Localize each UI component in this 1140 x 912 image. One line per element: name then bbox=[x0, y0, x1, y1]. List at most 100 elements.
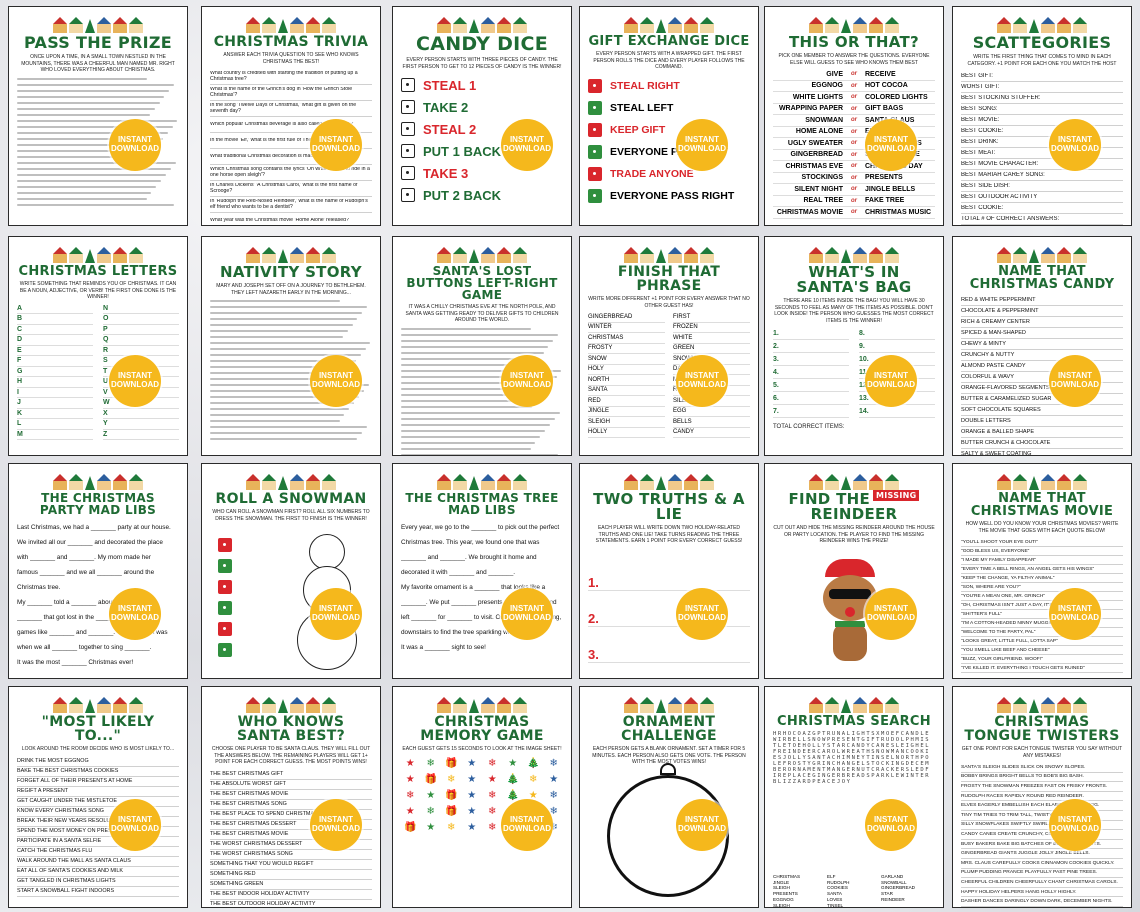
instant-download-badge: INSTANT DOWNLOAD bbox=[1049, 355, 1101, 407]
dice-row-label: PUT 2 BACK bbox=[423, 187, 502, 203]
memory-item-icon: ★ bbox=[528, 789, 538, 801]
list-item: PARTICIPATE IN A SANTA SELFIE bbox=[17, 837, 179, 847]
house-icon bbox=[667, 697, 682, 713]
badge-line-2: DOWNLOAD bbox=[312, 824, 360, 833]
list-item: "BUZZ, YOUR GIRLFRIEND. WOOF!" bbox=[961, 655, 1123, 664]
memory-item-icon: 🎁 bbox=[404, 821, 417, 833]
dice-row: STEAL 2 bbox=[401, 118, 563, 140]
statement-row: 3. bbox=[588, 627, 750, 663]
badge-line-2: DOWNLOAD bbox=[312, 144, 360, 153]
house-icon bbox=[1040, 474, 1055, 490]
house-icon bbox=[452, 474, 467, 490]
house-icon bbox=[96, 474, 111, 490]
word-bank-item: PRESENTS bbox=[773, 891, 798, 897]
guess-number: 14. bbox=[859, 407, 869, 415]
list-item: BUSY BAKERS BAKE BIG BATCHES OF BUTTERY … bbox=[961, 840, 1123, 850]
village-illustration bbox=[985, 11, 1098, 33]
letter-row: X bbox=[103, 409, 179, 419]
option-b: CHRISTMAS MUSIC bbox=[865, 208, 932, 216]
tree-icon bbox=[655, 699, 666, 713]
card-title: SCATTEGORIES bbox=[972, 33, 1112, 52]
phrase-row: CHRISTMAS bbox=[588, 333, 665, 344]
village-illustration bbox=[797, 468, 910, 490]
list-item: THE BEST INDOOR HOLIDAY ACTIVITY bbox=[210, 890, 372, 900]
item-list: RED & WHITE PEPPERMINT CHOCOLATE & PEPPER… bbox=[961, 295, 1123, 455]
list-item-text: SPEND THE MOST MONEY ON PRESENTS bbox=[17, 828, 127, 834]
list-item: What traditional Christmas decoration is… bbox=[210, 149, 372, 165]
list-item: THE WORST CHRISTMAS SONG bbox=[210, 850, 372, 860]
statement-list: 1. 2. 3. bbox=[588, 555, 750, 663]
letter-label: L bbox=[17, 420, 22, 428]
list-item: decorated it with _______ and _______. bbox=[401, 565, 563, 580]
list-item: "I'M A COTTON-HEADED NINNY MUGGINS" bbox=[961, 619, 1123, 628]
house-icon bbox=[128, 697, 143, 713]
house-icon bbox=[128, 474, 143, 490]
missing-tag: MISSING bbox=[873, 490, 920, 501]
badge-line-1: INSTANT bbox=[684, 135, 720, 145]
guess-number: 10. bbox=[859, 355, 869, 363]
guess-number: 3. bbox=[773, 355, 779, 363]
item-list: DRINK THE MOST EGGNOG BAKE THE BEST CHRIS… bbox=[17, 757, 179, 897]
list-item-text: "WELCOME TO THE PARTY, PAL" bbox=[961, 629, 1036, 635]
title-part-a: FIND THE bbox=[788, 490, 871, 508]
die-icon bbox=[218, 580, 232, 594]
guess-row: 5. bbox=[773, 379, 849, 392]
memory-item-icon: ★ bbox=[405, 805, 415, 817]
list-item-text: downstairs to find the tree sparkling wi… bbox=[401, 629, 544, 636]
house-icon bbox=[808, 247, 823, 263]
letter-label: V bbox=[103, 388, 108, 396]
house-icon bbox=[1012, 697, 1027, 713]
card-instructions: CUT OUT AND HIDE THE MISSING REINDEER AR… bbox=[773, 525, 935, 544]
house-icon bbox=[112, 474, 127, 490]
house-icon bbox=[824, 474, 839, 490]
house-icon bbox=[808, 697, 823, 713]
letter-row: C bbox=[17, 325, 93, 335]
tree-icon bbox=[277, 249, 288, 263]
village-illustration bbox=[425, 11, 538, 33]
house-icon bbox=[852, 247, 867, 263]
letter-row: K bbox=[17, 409, 93, 419]
list-item: BEST OUTDOOR ACTIVITY bbox=[961, 192, 1123, 203]
instant-download-badge: INSTANT DOWNLOAD bbox=[1049, 799, 1101, 851]
phrase-row: HOLLY bbox=[588, 428, 665, 438]
phrase-row: JINGLE bbox=[588, 407, 665, 417]
house-icon bbox=[808, 17, 823, 33]
list-item-text: decorated it with _______ and _______. bbox=[401, 569, 516, 576]
house-icon bbox=[112, 247, 127, 263]
list-item: WALK AROUND THE MALL AS SANTA CLAUS bbox=[17, 857, 179, 867]
badge-line-2: DOWNLOAD bbox=[503, 824, 551, 833]
list-item: BEST MARIAH CAREY SONG: bbox=[961, 170, 1123, 181]
phrase-word: SLEIGH bbox=[588, 418, 611, 425]
phrase-row: WINTER bbox=[588, 323, 665, 333]
house-icon bbox=[852, 474, 867, 490]
letter-label: E bbox=[17, 346, 22, 354]
card-title: THE CHRISTMAS PARTY MAD LIBS bbox=[39, 491, 157, 517]
badge-line-1: INSTANT bbox=[509, 371, 545, 381]
card-instructions: GET ONE POINT FOR EACH TONGUE TWISTER YO… bbox=[961, 746, 1123, 759]
list-item: RICH & CREAMY CENTER bbox=[961, 317, 1123, 328]
card-title: FIND THE MISSING REINDEER bbox=[773, 490, 935, 522]
list-item: WORST GIFT: bbox=[961, 82, 1123, 93]
phrase-word: EGG bbox=[673, 408, 687, 415]
memory-item-icon: ★ bbox=[467, 789, 477, 801]
memory-item-icon: ❄ bbox=[426, 757, 435, 769]
game-card-christmas-tree-mad-libs: THE CHRISTMAS TREE MAD LIBS Every year, w… bbox=[392, 463, 572, 679]
village-illustration bbox=[234, 691, 347, 713]
list-item-text: CRUNCHY & NUTTY bbox=[961, 352, 1015, 358]
tree-icon bbox=[277, 699, 288, 713]
list-item: BEST MEAT: bbox=[961, 148, 1123, 159]
list-item-text: THE BEST CHRISTMAS MOVIE bbox=[210, 791, 289, 797]
list-item-text: "I MADE MY FAMILY DISAPPEAR" bbox=[961, 557, 1037, 563]
option-a: GIVE bbox=[826, 70, 843, 78]
list-item-text: CHOCOLATE & PEPPERMINT bbox=[961, 308, 1039, 314]
list-item-text: with _______ and _______. My mom made he… bbox=[17, 554, 151, 561]
list-item-text: WORST GIFT: bbox=[961, 84, 1000, 90]
word-search-grid: HRHOCOAZGPTRUNALIGHTSXMOEFCANDLEWIRBELLS… bbox=[773, 731, 931, 786]
game-card-christmas-party-mad-libs: THE CHRISTMAS PARTY MAD LIBS Last Christm… bbox=[8, 463, 188, 679]
letter-label: O bbox=[103, 315, 109, 323]
or-label: or bbox=[851, 71, 857, 78]
list-item-text: THE BEST CHRISTMAS MOVIE bbox=[210, 831, 289, 837]
tree-icon bbox=[1028, 476, 1039, 490]
option-a: UGLY SWEATER bbox=[787, 139, 843, 147]
dice-row: TRADE ANYONE bbox=[588, 163, 750, 185]
